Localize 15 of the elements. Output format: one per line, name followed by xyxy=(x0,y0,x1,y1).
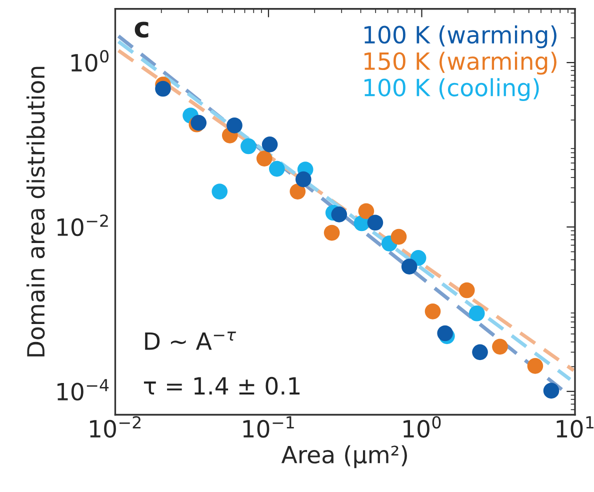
annotation: τ = 1.4 ± 0.1 xyxy=(144,376,300,395)
annotation: c xyxy=(134,22,148,38)
text: 100 K (cooling) xyxy=(364,78,539,102)
y-axis-title: Domain area distribution xyxy=(26,66,45,356)
y-tick-label: 10$^{0}$ xyxy=(71,50,109,72)
x-tick-label: 10$^{1}$ xyxy=(556,416,594,438)
x-tick-label: 10$^{−1}$ xyxy=(243,416,294,438)
x-axis-title: Area (µm²) xyxy=(281,445,407,468)
y-tick-label: 10$^{−2}$ xyxy=(57,214,108,236)
annotation: D ~ A$^{−τ}$ xyxy=(145,332,236,350)
x-tick-label: 10$^{0}$ xyxy=(404,416,441,438)
x-tick-label: 10$^{−2}$ xyxy=(90,416,140,438)
y-tick-label: 10$^{−4}$ xyxy=(57,379,109,401)
text: 150 K (warming) xyxy=(364,52,556,75)
text: 100 K (warming) xyxy=(364,25,556,48)
